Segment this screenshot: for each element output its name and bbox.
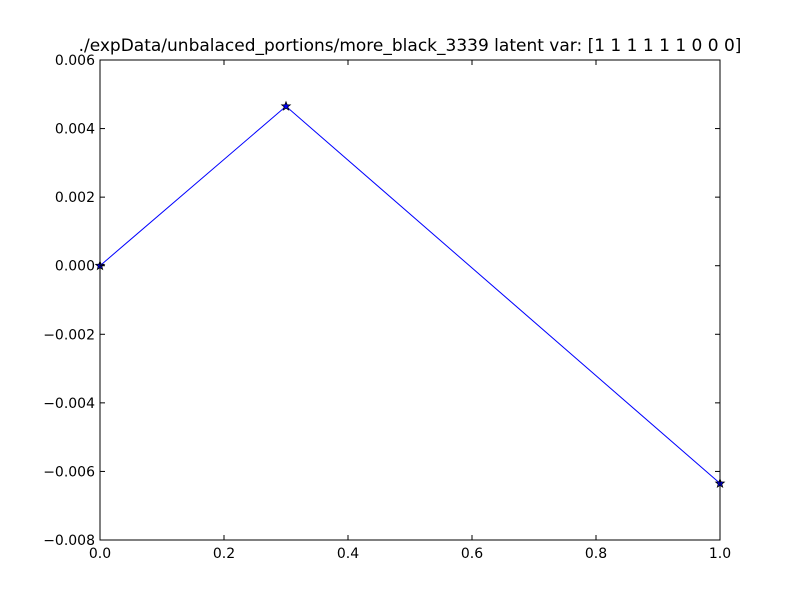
x-tick-label: 0.2 (213, 546, 235, 562)
plot-area-frame (99, 59, 721, 541)
y-tick-label: −0.006 (43, 464, 95, 480)
y-tick-label: 0.000 (55, 259, 95, 275)
y-tick-label: −0.002 (43, 327, 95, 343)
x-tick-label: 1.0 (709, 546, 731, 562)
y-tick-label: 0.004 (55, 122, 95, 138)
y-tick-label: 0.006 (55, 53, 95, 69)
chart-title: ./expData/unbalaced_portions/more_black_… (79, 36, 742, 56)
x-tick-label: 0.6 (461, 546, 483, 562)
y-tick-label: 0.002 (55, 190, 95, 206)
y-tick-label: −0.004 (43, 396, 95, 412)
x-tick-label: 0.0 (89, 546, 111, 562)
x-tick-label: 0.8 (585, 546, 607, 562)
y-tick-label: −0.008 (43, 533, 95, 549)
x-tick-label: 0.4 (337, 546, 359, 562)
data-point-marker (280, 100, 292, 111)
tick-labels-layer: 0.0 0.2 0.4 0.6 0.8 1.0 0.006 0.004 0.002 0.000 −0… (43, 53, 731, 562)
